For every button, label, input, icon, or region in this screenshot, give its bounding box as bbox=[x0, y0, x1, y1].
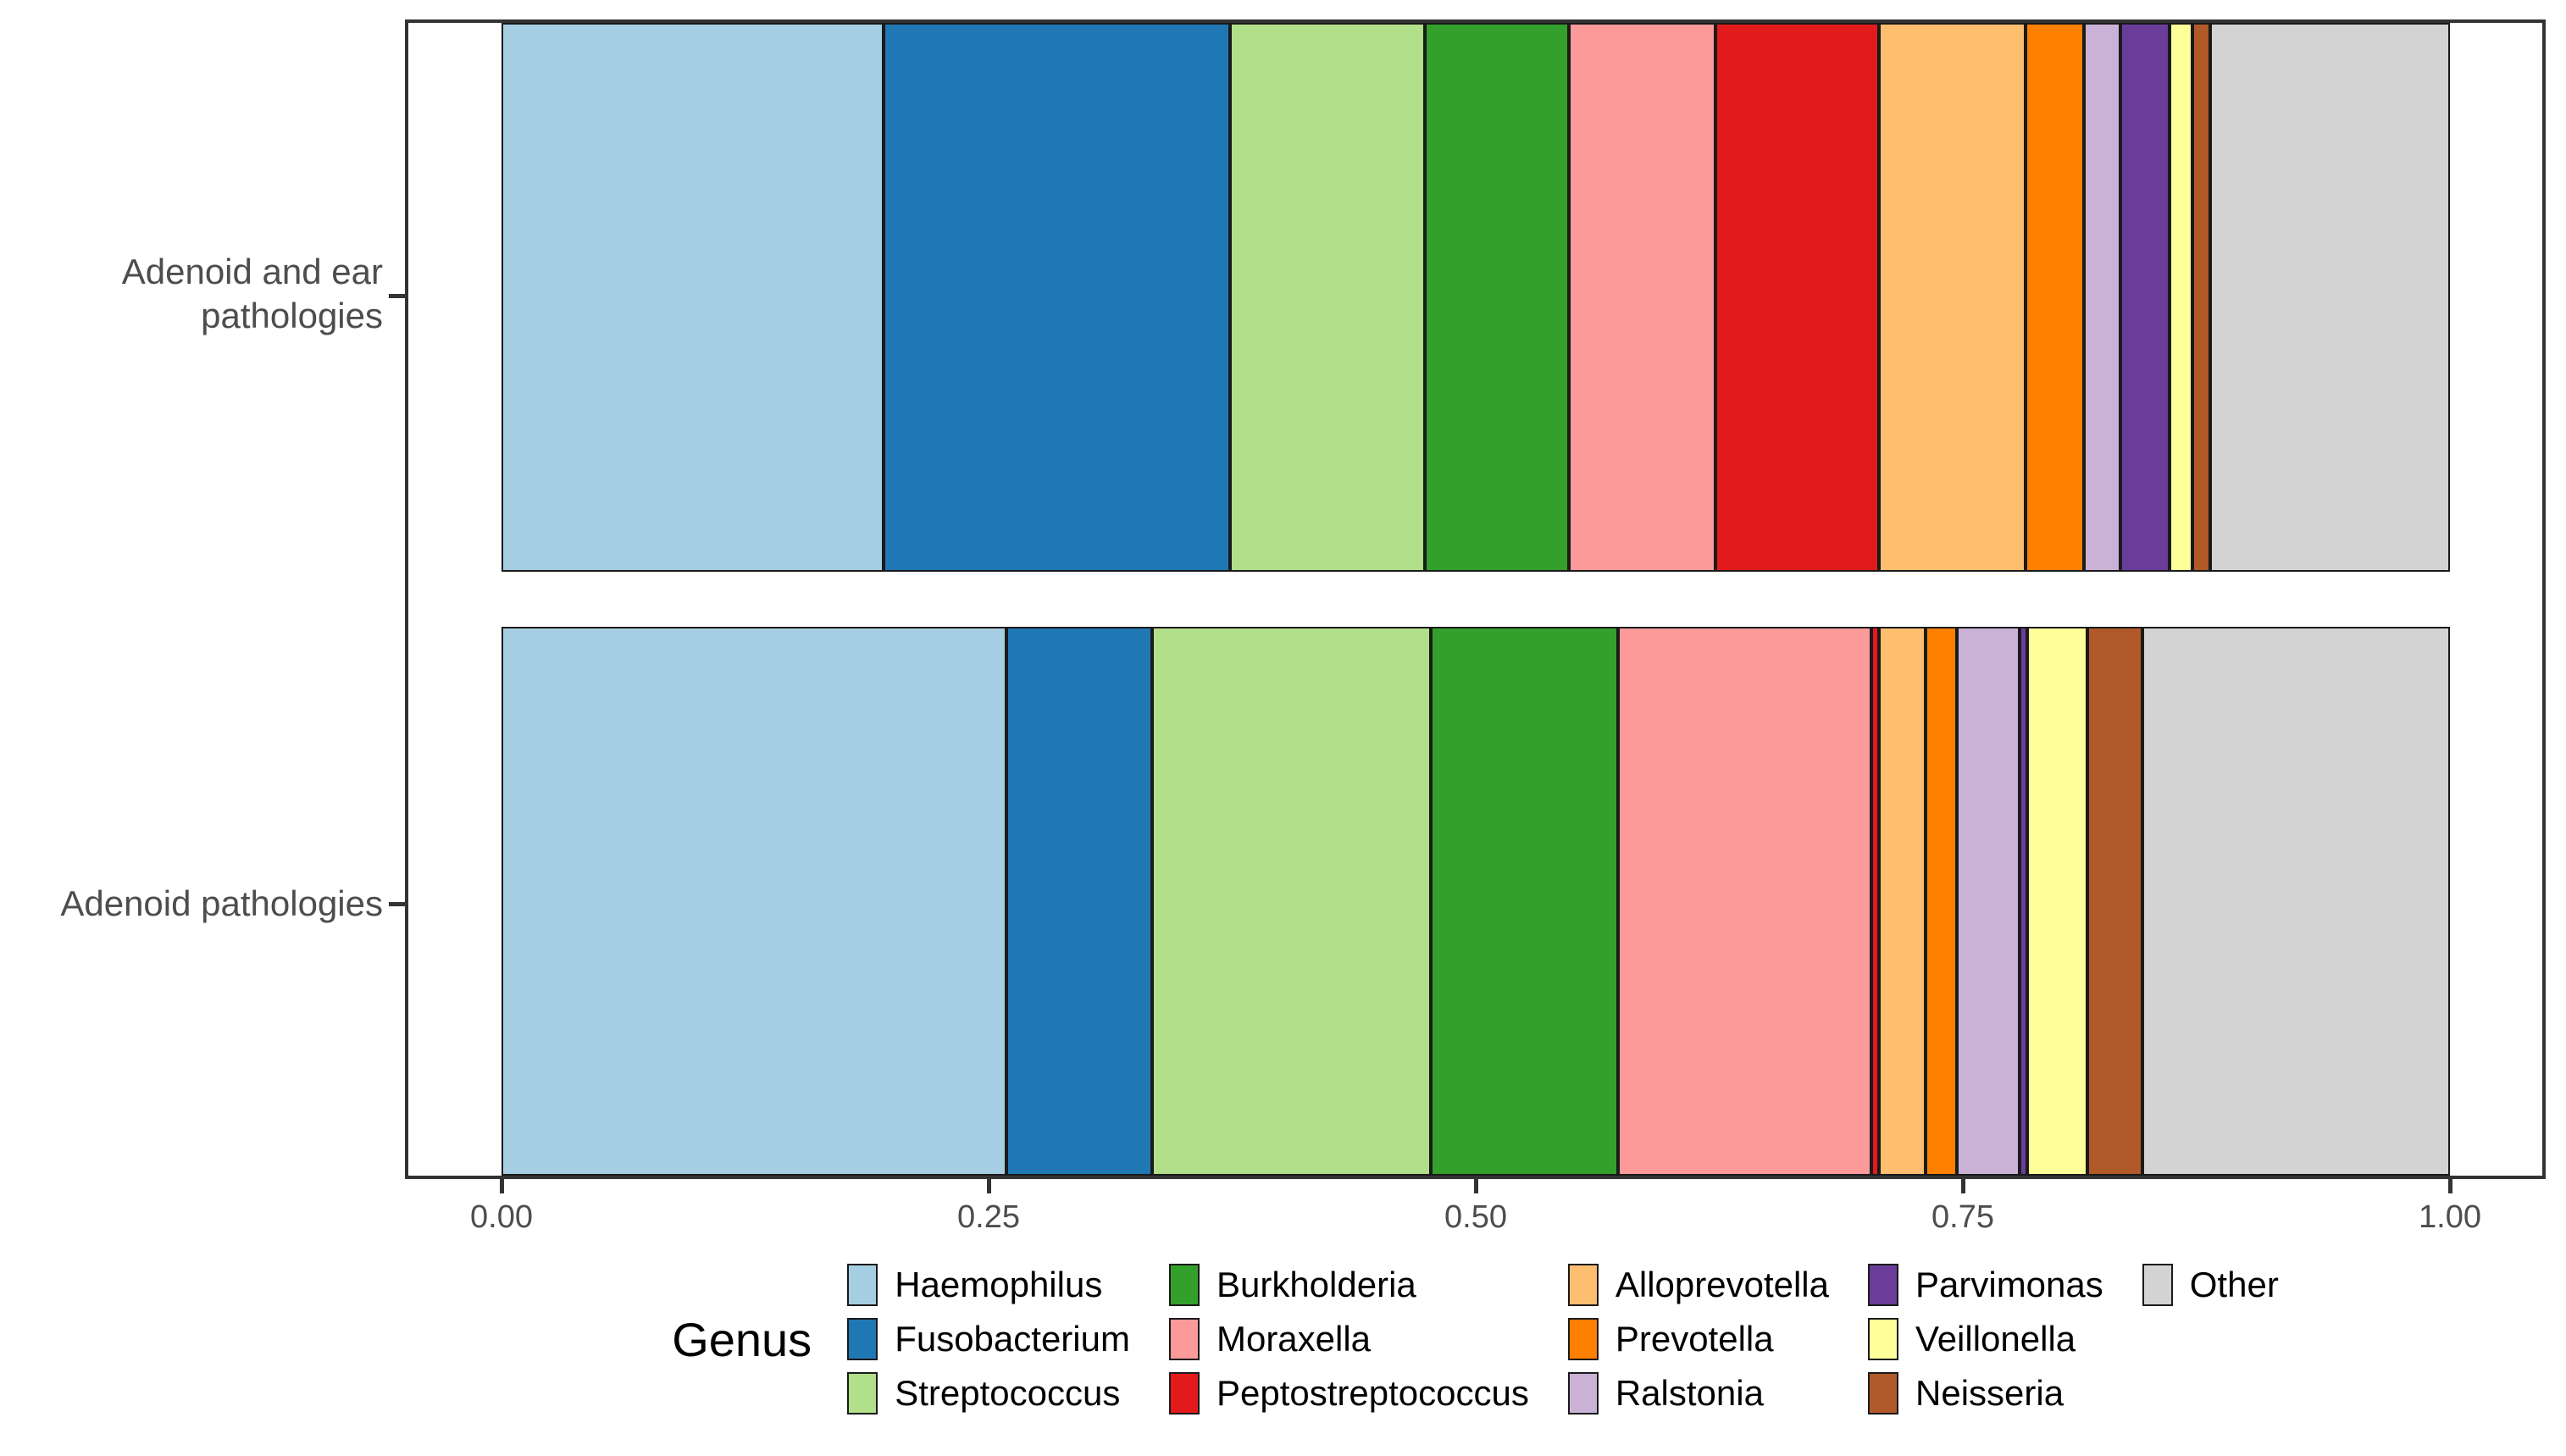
legend-label: Haemophilus bbox=[895, 1265, 1103, 1304]
x-axis-tick bbox=[1474, 1179, 1478, 1193]
legend-columns: Haemophilus Fusobacterium Streptococcus Bur… bbox=[847, 1264, 2279, 1414]
plot-panel bbox=[405, 19, 2546, 1179]
legend-swatch-fusobacterium bbox=[847, 1318, 878, 1360]
segment-parvimonas bbox=[2019, 627, 2027, 1176]
x-tick-label: 0.75 bbox=[1931, 1199, 1994, 1235]
legend-label: Veillonella bbox=[1915, 1319, 2076, 1359]
y-axis-label-adenoid-pathologies: Adenoid pathologies bbox=[60, 883, 383, 923]
legend-column: Parvimonas Veillonella Neisseria bbox=[1868, 1264, 2103, 1414]
legend-item-veillonella: Veillonella bbox=[1868, 1318, 2103, 1360]
legend-label: Ralstonia bbox=[1615, 1373, 1764, 1413]
legend-column: Haemophilus Fusobacterium Streptococcus bbox=[847, 1264, 1130, 1414]
legend-item-alloprevotella: Alloprevotella bbox=[1567, 1264, 1829, 1306]
legend-item-ralstonia: Ralstonia bbox=[1567, 1372, 1829, 1414]
legend-label: Burkholderia bbox=[1216, 1265, 1416, 1304]
segment-haemophilus bbox=[502, 627, 1006, 1176]
legend-label: Moraxella bbox=[1216, 1319, 1372, 1359]
x-tick-label: 1.00 bbox=[2419, 1199, 2481, 1235]
legend-item-haemophilus: Haemophilus bbox=[847, 1264, 1130, 1306]
legend-swatch-neisseria bbox=[1868, 1372, 1898, 1414]
legend-item-neisseria: Neisseria bbox=[1868, 1372, 2103, 1414]
x-axis-tick bbox=[2448, 1179, 2452, 1193]
segment-fusobacterium bbox=[883, 23, 1231, 572]
legend-label: Peptostreptococcus bbox=[1216, 1373, 1529, 1413]
legend-column: Burkholderia Moraxella Peptostreptococcus bbox=[1168, 1264, 1529, 1414]
legend-label: Alloprevotella bbox=[1615, 1265, 1829, 1304]
legend-swatch-other bbox=[2142, 1264, 2173, 1306]
x-axis-tick bbox=[987, 1179, 991, 1193]
legend-swatch-streptococcus bbox=[847, 1372, 878, 1414]
legend-swatch-ralstonia bbox=[1567, 1372, 1599, 1414]
segment-other bbox=[2210, 23, 2450, 572]
segment-moraxella bbox=[1617, 627, 1871, 1176]
legend-swatch-parvimonas bbox=[1868, 1264, 1898, 1306]
segment-parvimonas bbox=[2120, 23, 2170, 572]
bar-adenoid-pathologies bbox=[502, 627, 2450, 1176]
legend-label: Neisseria bbox=[1915, 1373, 2064, 1413]
segment-ralstonia bbox=[2083, 23, 2121, 572]
segment-prevotella bbox=[2025, 23, 2084, 572]
segment-veillonella bbox=[2026, 627, 2088, 1176]
segment-alloprevotella bbox=[1879, 23, 2026, 572]
segment-streptococcus bbox=[1152, 627, 1432, 1176]
y-axis-label-adenoid-and-ear-pathologies: Adenoid and ear pathologies bbox=[121, 252, 383, 335]
segment-burkholderia bbox=[1431, 627, 1618, 1176]
legend-swatch-veillonella bbox=[1868, 1318, 1898, 1360]
x-tick-label: 0.25 bbox=[957, 1199, 1020, 1235]
legend-column: Alloprevotella Prevotella Ralstonia bbox=[1567, 1264, 1829, 1414]
legend-item-fusobacterium: Fusobacterium bbox=[847, 1318, 1130, 1360]
segment-moraxella bbox=[1569, 23, 1715, 572]
segment-ralstonia bbox=[1957, 627, 2020, 1176]
segment-other bbox=[2142, 627, 2450, 1176]
legend-item-burkholderia: Burkholderia bbox=[1168, 1264, 1529, 1306]
bar-adenoid-and-ear-pathologies bbox=[502, 23, 2450, 572]
segment-peptostreptococcus bbox=[1715, 23, 1880, 572]
legend-item-parvimonas: Parvimonas bbox=[1868, 1264, 2103, 1306]
y-axis-tick bbox=[389, 294, 405, 298]
legend-label: Other bbox=[2189, 1265, 2279, 1304]
segment-peptostreptococcus bbox=[1870, 627, 1880, 1176]
legend-item-streptococcus: Streptococcus bbox=[847, 1372, 1130, 1414]
segment-neisseria bbox=[2192, 23, 2211, 572]
legend: Genus Haemophilus Fusobacterium Streptococ… bbox=[405, 1264, 2546, 1414]
x-tick-label: 0.00 bbox=[470, 1199, 533, 1235]
legend-swatch-haemophilus bbox=[847, 1264, 878, 1306]
legend-item-peptostreptococcus: Peptostreptococcus bbox=[1168, 1372, 1529, 1414]
legend-swatch-moraxella bbox=[1168, 1318, 1200, 1360]
segment-haemophilus bbox=[502, 23, 884, 572]
x-tick-label: 0.50 bbox=[1444, 1199, 1507, 1235]
legend-item-other: Other bbox=[2142, 1264, 2279, 1306]
legend-item-moraxella: Moraxella bbox=[1168, 1318, 1529, 1360]
segment-prevotella bbox=[1926, 627, 1958, 1176]
legend-label: Prevotella bbox=[1615, 1319, 1774, 1359]
segment-veillonella bbox=[2169, 23, 2193, 572]
segment-streptococcus bbox=[1230, 23, 1426, 572]
legend-item-prevotella: Prevotella bbox=[1567, 1318, 1829, 1360]
segment-alloprevotella bbox=[1879, 627, 1926, 1176]
x-axis-tick bbox=[1961, 1179, 1965, 1193]
legend-swatch-burkholderia bbox=[1168, 1264, 1200, 1306]
segment-burkholderia bbox=[1425, 23, 1570, 572]
legend-swatch-prevotella bbox=[1567, 1318, 1599, 1360]
y-axis-tick bbox=[389, 902, 405, 906]
legend-swatch-peptostreptococcus bbox=[1168, 1372, 1200, 1414]
legend-label: Parvimonas bbox=[1915, 1265, 2103, 1304]
segment-neisseria bbox=[2087, 627, 2142, 1176]
legend-column: Other bbox=[2142, 1264, 2279, 1306]
legend-swatch-alloprevotella bbox=[1567, 1264, 1599, 1306]
segment-fusobacterium bbox=[1006, 627, 1153, 1176]
legend-label: Streptococcus bbox=[895, 1373, 1121, 1413]
legend-title: Genus bbox=[672, 1312, 812, 1366]
x-axis-tick bbox=[500, 1179, 504, 1193]
legend-label: Fusobacterium bbox=[895, 1319, 1130, 1359]
